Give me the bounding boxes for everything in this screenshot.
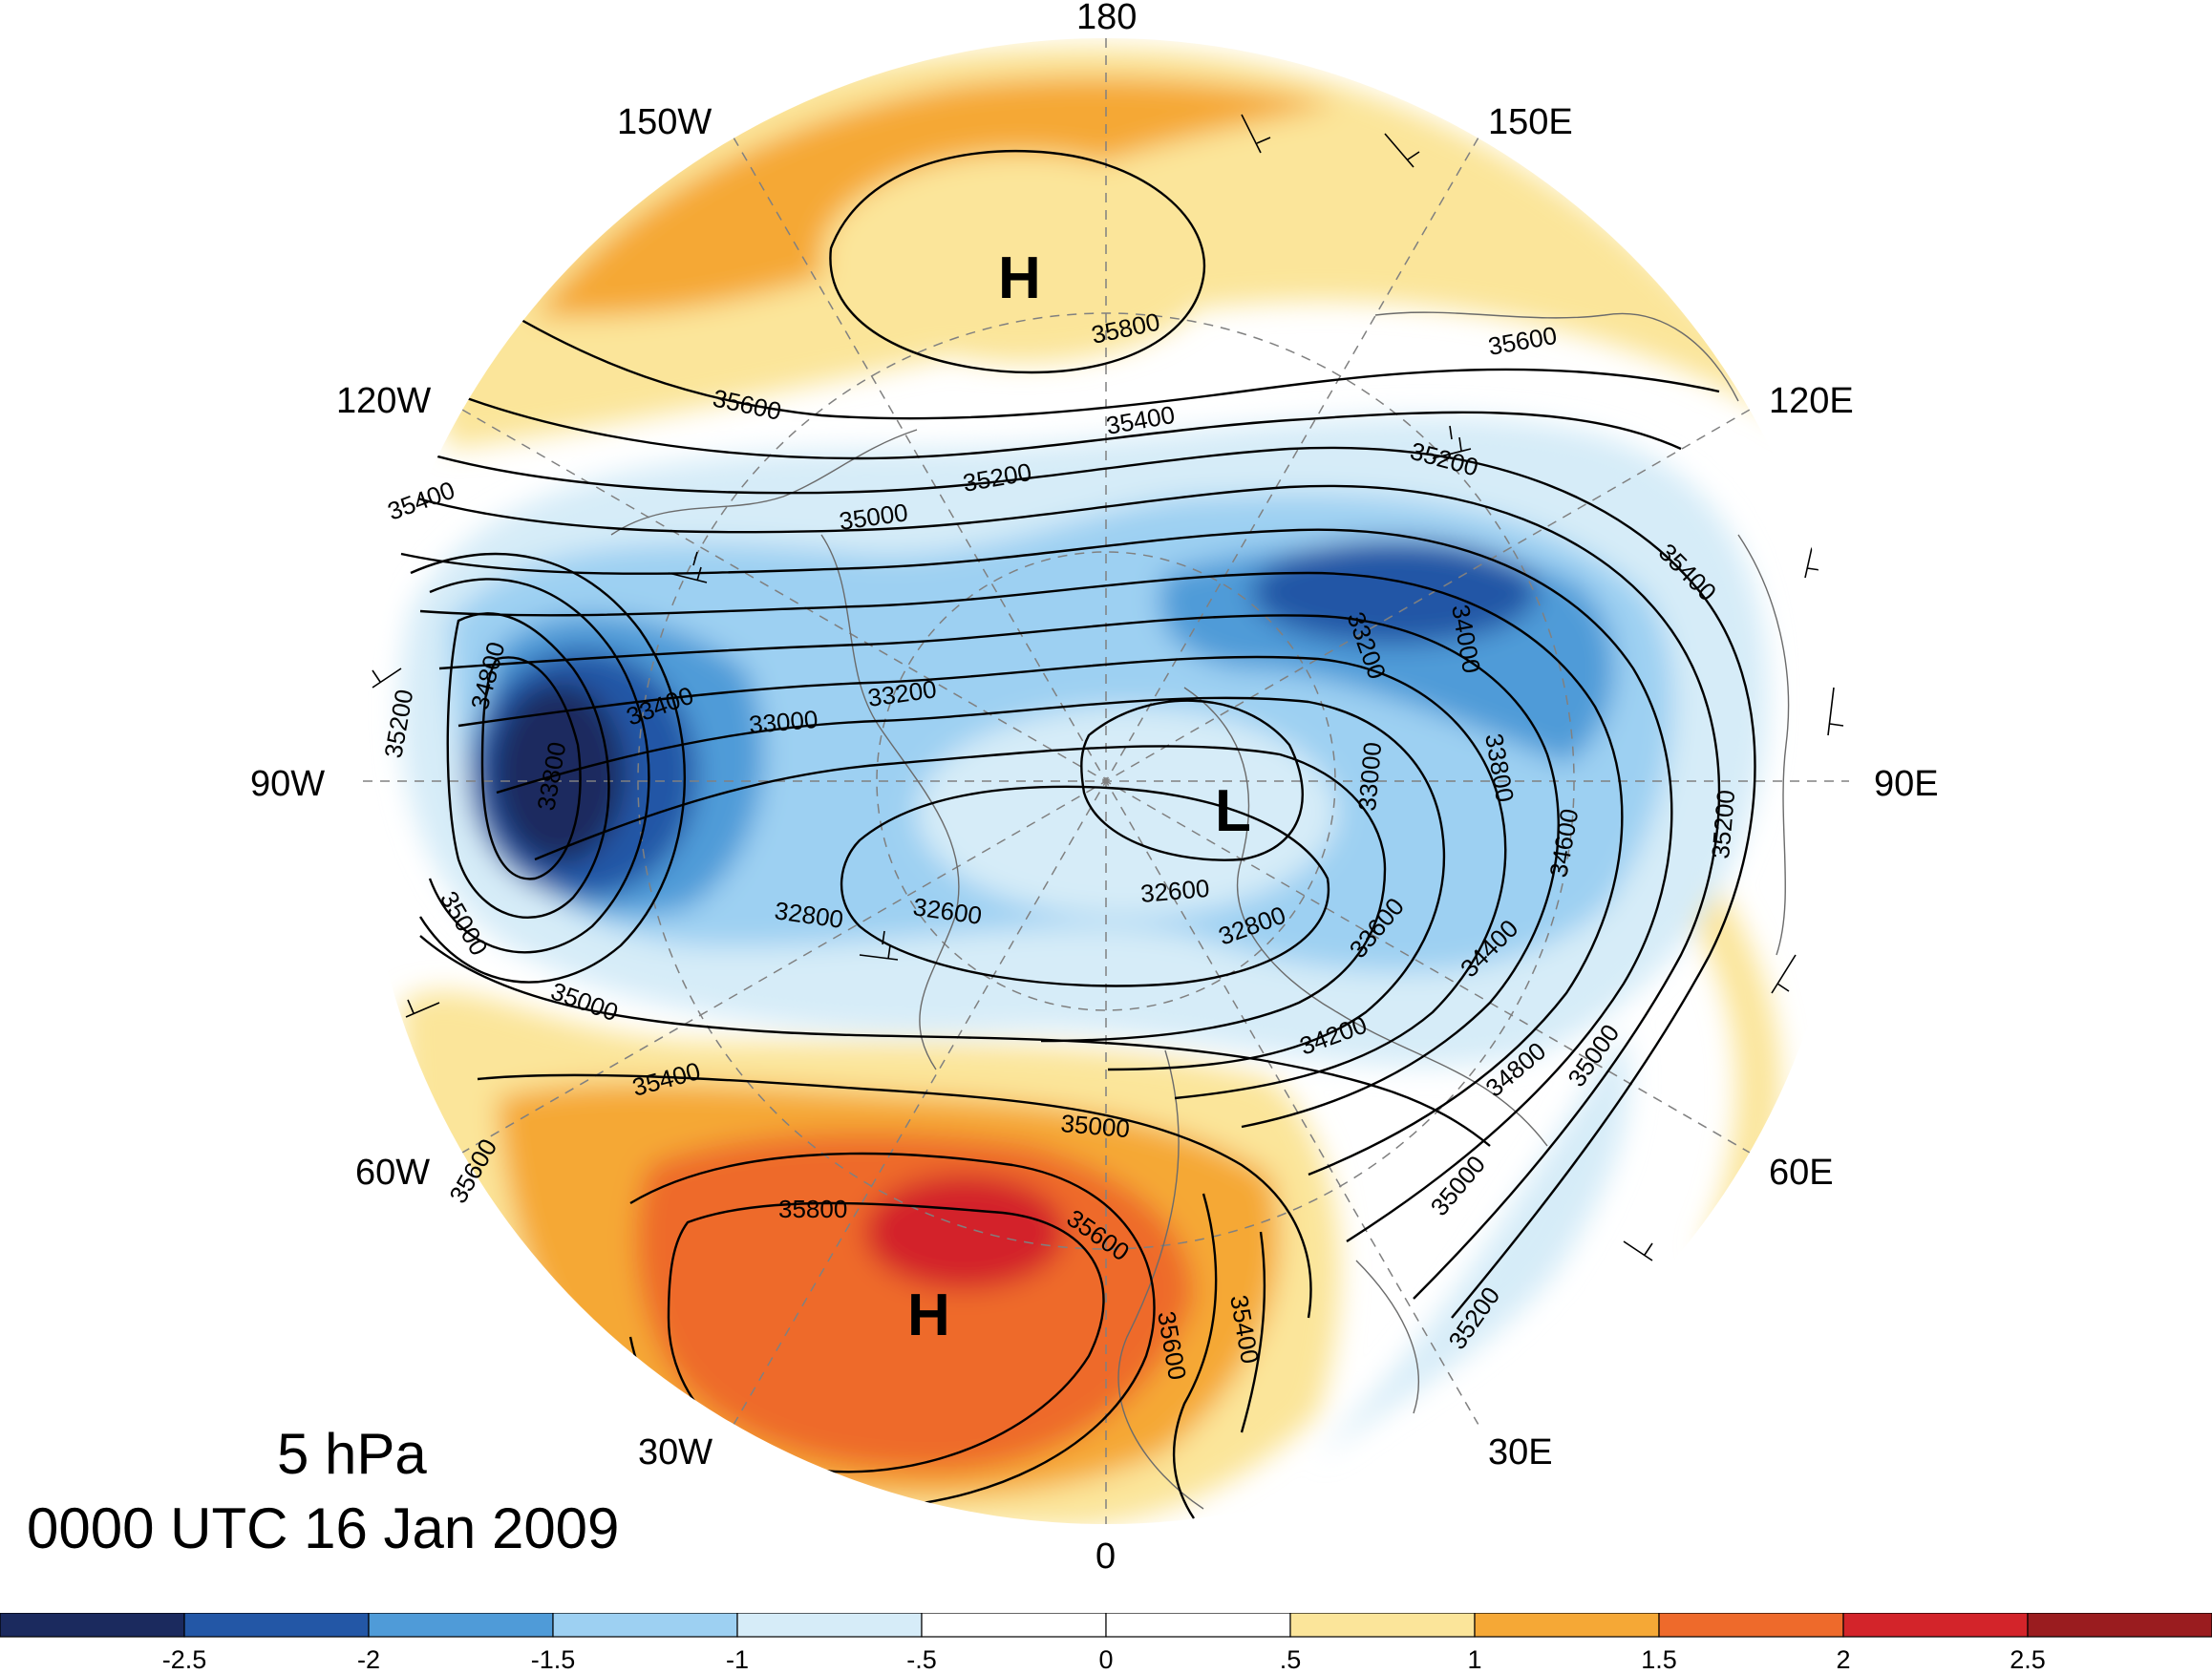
lon-label-60e: 60E (1769, 1153, 1834, 1193)
lon-label-90w: 90W (250, 764, 325, 804)
low-center-label: L (1215, 778, 1251, 844)
colorbar-box (1105, 1613, 1291, 1638)
colorbar-box (1289, 1613, 1476, 1638)
colorbar-box (921, 1613, 1107, 1638)
coastlines (610, 311, 1790, 1510)
contour-35800-top (829, 149, 1206, 374)
high-center-label: H (998, 245, 1041, 311)
colorbar-box (368, 1613, 554, 1638)
colorbar-tick: -2 (357, 1645, 380, 1674)
lon-label-60w: 60W (355, 1153, 430, 1193)
contour-35600-top (496, 304, 1720, 420)
colorbar-tick: 2.5 (2010, 1645, 2046, 1674)
pressure-centers: H H L (907, 245, 1251, 1348)
colorbar-tick: -2.5 (162, 1645, 207, 1674)
colorbar-box (1474, 1613, 1660, 1638)
colorbar-box (1658, 1613, 1844, 1638)
colorbar-tick-labels: -2.5 -2 -1.5 -1 -.5 0 .5 1 1.5 2 2.5 (162, 1645, 2046, 1674)
lon-label-120w: 120W (336, 381, 431, 421)
colorbar-tick: 1.5 (1641, 1645, 1677, 1674)
lon-label-180: 180 (1076, 0, 1137, 37)
lon-label-150w: 150W (617, 102, 712, 142)
contour-label: 35200 (1706, 789, 1740, 860)
colorbar-box (552, 1613, 738, 1638)
colorbar-tick: 1 (1467, 1645, 1481, 1674)
lon-label-30e: 30E (1488, 1432, 1553, 1473)
colorbar-tick: -1 (726, 1645, 749, 1674)
colorbar-box (2027, 1613, 2212, 1638)
contour-35800-bottom (667, 1201, 1105, 1473)
colorbar-tick: -.5 (906, 1645, 937, 1674)
height-contours (400, 149, 1756, 1519)
contour-label: 35800 (778, 1195, 847, 1223)
colorbar-box (183, 1613, 370, 1638)
colorbar-box (736, 1613, 923, 1638)
contour-label: 33000 (1352, 741, 1387, 813)
valid-time-title: 0000 UTC 16 Jan 2009 (27, 1496, 620, 1560)
level-title: 5 hPa (277, 1422, 427, 1486)
contour-label: 33000 (748, 705, 819, 739)
colorbar-box (0, 1613, 185, 1638)
anomaly-shading (363, 38, 1849, 1524)
contour-32800 (840, 785, 1330, 987)
lon-label-120e: 120E (1769, 381, 1854, 421)
longitude-labels: 180 150E 120E 90E 60E 30E 0 30W 60W 90W … (250, 0, 1939, 1577)
high-center-label: H (907, 1282, 950, 1348)
colorbar: -2.5 -2 -1.5 -1 -.5 0 .5 1 1.5 2 2.5 (0, 1613, 2212, 1674)
colorbar-boxes (0, 1613, 2212, 1638)
colorbar-box (1842, 1613, 2029, 1638)
colorbar-tick: .5 (1280, 1645, 1302, 1674)
lon-label-90e: 90E (1874, 764, 1939, 804)
contour-label: 32600 (1139, 874, 1211, 908)
contour-label: 35000 (1059, 1109, 1131, 1143)
colorbar-tick: 0 (1098, 1645, 1113, 1674)
colorbar-tick: 2 (1836, 1645, 1850, 1674)
lon-label-150e: 150E (1488, 102, 1573, 142)
colorbar-tick: -1.5 (531, 1645, 576, 1674)
lon-label-30w: 30W (638, 1432, 713, 1473)
lon-label-0: 0 (1095, 1536, 1116, 1577)
contour-32600 (1080, 699, 1304, 861)
